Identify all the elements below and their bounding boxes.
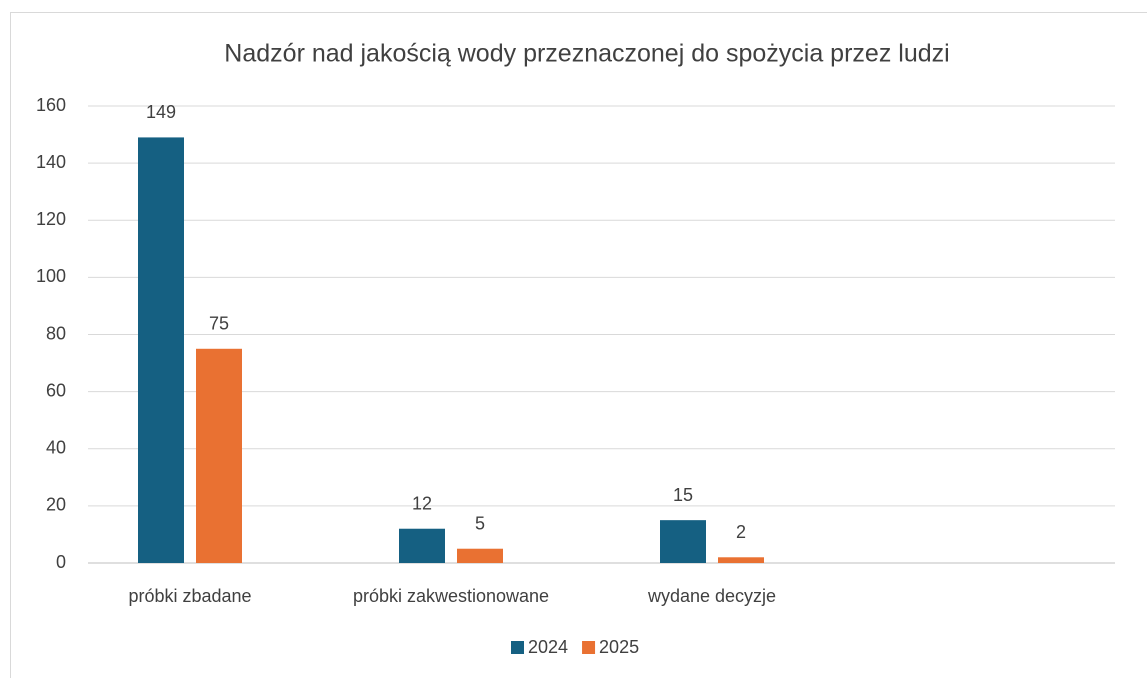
data-label: 12 bbox=[412, 493, 432, 513]
y-tick-label: 60 bbox=[46, 380, 66, 400]
legend-swatch bbox=[511, 641, 524, 654]
bar bbox=[718, 557, 764, 563]
bar bbox=[660, 520, 706, 563]
legend-label: 2025 bbox=[599, 637, 639, 657]
bar bbox=[399, 529, 445, 563]
legend-label: 2024 bbox=[528, 637, 568, 657]
bar bbox=[196, 349, 242, 563]
y-tick-label: 80 bbox=[46, 323, 66, 343]
y-tick-label: 0 bbox=[56, 552, 66, 572]
x-tick-label: próbki zbadane bbox=[128, 586, 251, 606]
x-tick-label: próbki zakwestionowane bbox=[353, 586, 549, 606]
data-label: 15 bbox=[673, 485, 693, 505]
data-label: 2 bbox=[736, 522, 746, 542]
bar bbox=[457, 549, 503, 563]
data-label: 149 bbox=[146, 102, 176, 122]
chart-title: Nadzór nad jakością wody przeznaczonej d… bbox=[224, 40, 949, 68]
y-tick-label: 40 bbox=[46, 438, 66, 458]
data-label: 75 bbox=[209, 314, 229, 334]
y-tick-label: 100 bbox=[36, 266, 66, 286]
x-tick-label: wydane decyzje bbox=[647, 586, 776, 606]
y-tick-label: 160 bbox=[36, 95, 66, 115]
y-tick-label: 140 bbox=[36, 152, 66, 172]
data-label: 5 bbox=[475, 513, 485, 533]
y-tick-label: 20 bbox=[46, 495, 66, 515]
y-tick-label: 120 bbox=[36, 209, 66, 229]
legend-swatch bbox=[582, 641, 595, 654]
bar bbox=[138, 137, 184, 563]
